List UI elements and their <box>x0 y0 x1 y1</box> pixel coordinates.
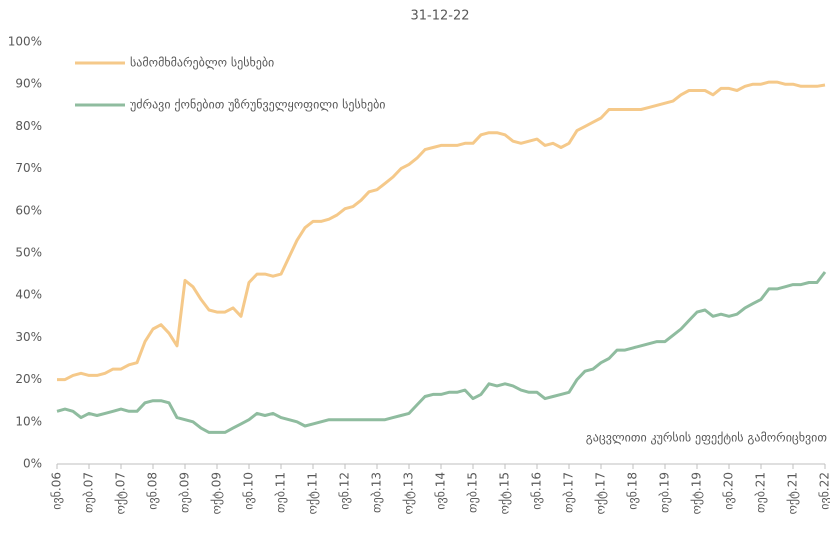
x-tick-label: თებ.09 <box>178 472 192 513</box>
legend-label: უძრავი ქონებით უზრუნველყოფილი სესხები <box>130 98 386 112</box>
series-line <box>56 271 827 434</box>
x-tick-label: თებ.13 <box>370 472 384 513</box>
y-tick-label: 30% <box>15 330 42 344</box>
x-tick-label: ოქტ.21 <box>786 472 800 515</box>
x-tick-label: ოქტ.09 <box>210 472 224 515</box>
x-tick-label: თებ.15 <box>466 472 480 513</box>
x-tick-label: ივნ.14 <box>434 472 448 510</box>
x-tick-label: ივნ.20 <box>722 472 736 510</box>
y-tick-label: 40% <box>15 288 42 302</box>
chart-title: 31-12-22 <box>410 9 469 24</box>
x-tick-label: ოქტ.11 <box>306 472 320 515</box>
x-tick-label: ოქტ.19 <box>690 472 704 515</box>
x-tick-label: თებ.07 <box>82 472 96 513</box>
y-tick-label: 20% <box>15 372 42 386</box>
y-tick-label: 100% <box>8 35 42 49</box>
x-tick-label: ივნ.12 <box>338 472 352 510</box>
x-tick-label: ივნ.10 <box>242 472 256 510</box>
x-tick-label: ოქტ.07 <box>114 472 128 515</box>
annotation: გაცვლითი კურსის ეფექტის გამორიცხვით <box>586 431 828 445</box>
y-tick-label: 60% <box>15 203 42 217</box>
x-tick-label: ოქტ.13 <box>402 472 416 515</box>
y-tick-label: 50% <box>15 246 42 260</box>
x-tick-label: ივნ.08 <box>146 472 160 510</box>
x-tick-label: ოქტ.17 <box>594 472 608 515</box>
x-tick-label: ივნ.06 <box>50 472 64 510</box>
y-tick-label: 0% <box>23 457 42 471</box>
x-tick-label: ივნ.18 <box>626 472 640 510</box>
x-tick-label: თებ.11 <box>274 472 288 513</box>
y-tick-label: 80% <box>15 119 42 133</box>
x-tick-label: ივნ.22 <box>818 472 830 510</box>
x-tick-label: თებ.17 <box>562 472 576 513</box>
x-tick-label: ივნ.16 <box>530 472 544 510</box>
y-tick-label: 10% <box>15 414 42 428</box>
x-tick-label: თებ.19 <box>658 472 672 513</box>
y-tick-label: 70% <box>15 161 42 175</box>
x-tick-label: ოქტ.15 <box>498 472 512 515</box>
x-tick-label: თებ.21 <box>754 472 768 513</box>
series-line <box>57 80 826 382</box>
y-tick-label: 90% <box>15 77 42 91</box>
legend-label: სამომხმარებლო სესხები <box>130 56 274 70</box>
